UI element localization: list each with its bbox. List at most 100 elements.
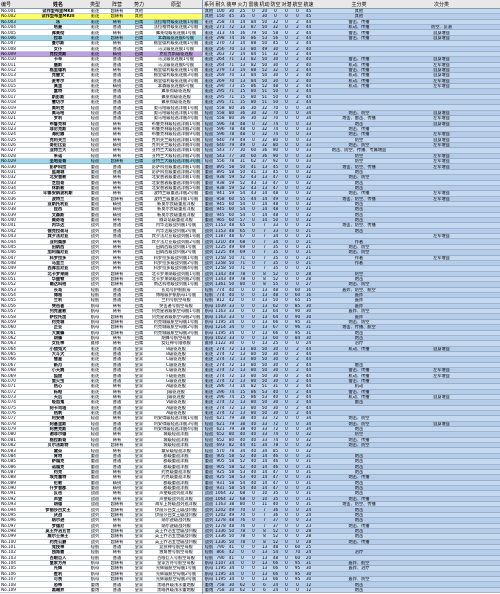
table-row[interactable]: 重巡 931 58 54 40 14 47 0 0 31 炮击 — [203, 480, 500, 486]
table-row[interactable]: No.091 反击 战巡 稀有 皇家 声望级战列巡洋舰 — [0, 491, 202, 497]
table-row[interactable]: 轻巡 640 79 49 0 32 80 0 0 33 炮击、防空 左军增益 — [203, 142, 500, 149]
table-row[interactable]: No.026 哥伦比亚 轻巡 精锐 白鹰 克利夫兰级轻巡洋舰4号舰 — [0, 142, 202, 149]
table-row[interactable]: 战列 1210 49 68 0 7 34 0 0 21 作者 — [203, 239, 500, 245]
table-row[interactable]: 战列 1361 50 80 0 8 55 0 0 27 炮击、防空 — [203, 282, 500, 288]
table-row[interactable]: 战列 1258 50 71 0 7 35 0 0 21 作者 左军增益 — [203, 255, 500, 261]
table-row[interactable]: No.004 哈曼 驱逐 普通 白鹰 法拉格特级驱逐舰2号舰 — [0, 25, 202, 31]
table-row[interactable]: No.064 小猎兔犬 驱逐 普通 皇家 B级驱逐舰 — [0, 346, 202, 352]
table-row[interactable]: 轻巡 596 78 48 0 32 74 0 0 33 炮击 自身增益 — [203, 121, 500, 127]
table-row[interactable]: 轻巡 652 80 40 40 33 74 0 0 32 炮击、传播 — [203, 437, 500, 444]
table-row[interactable]: No.033 芝加哥 重巡 稀有 白鹰 北安普敦级重巡洋舰4号舰 — [0, 180, 202, 186]
table-row[interactable]: 战列 1202 49 70 0 7 36 0 0 24 炮击 — [203, 507, 500, 513]
table-row[interactable]: 重巡 938 59 52 43 13 47 0 0 32 炮击 — [203, 185, 500, 192]
table-row[interactable]: 驱逐 258 74 14 84 50 32 0 2 44 雷击、传播 — [203, 19, 500, 26]
table-row[interactable]: 战列 1336 50 78 0 8 52 0 0 28 炮击、传播 — [203, 539, 500, 545]
table-row[interactable]: 重巡 931 58 54 40 14 47 0 0 31 炮击 — [203, 485, 500, 492]
table-row[interactable]: No.077 利安得 轻巡 稀有 皇家 利安得级轻巡洋舰1号舰 — [0, 416, 202, 422]
table-row[interactable]: 轻巡 621 79 38 40 33 72 0 0 34 炮击 — [203, 427, 500, 433]
table-row[interactable]: No.050 北卡罗来纳 战列 超稀有 白鹰 北卡罗来纳级战列舰1号舰 — [0, 271, 202, 277]
table-row[interactable]: No.021 罗利 轻巡 普通 白鹰 奥马哈级轻巡洋舰4号舰 — [0, 116, 202, 122]
table-row[interactable]: No.048 马里兰 战列 稀有 白鹰 科罗拉多级战列舰2号舰 — [0, 260, 202, 267]
table-row[interactable]: 驱逐 290 73 15 86 52 48 0 2 44 机动、传播 左军增益 — [203, 84, 500, 90]
table-row[interactable]: No.023 菲尼克斯 轻巡 稀有 白鹰 布鲁克林级轻巡洋舰2号舰 — [0, 126, 202, 133]
table-row[interactable]: 重巡 905 58 52 40 14 46 0 0 31 炮击 — [203, 453, 500, 460]
table-row[interactable]: No.035 印第安纳波利斯 重巡 稀有 白鹰 波特兰级重巡洋舰2号舰 — [0, 191, 202, 197]
table-row[interactable]: No.005 弗莱彻 驱逐 稀有 白鹰 弗莱彻级驱逐舰1号舰 — [0, 30, 202, 36]
table-row[interactable]: 航母 1195 34 0 0 13 66 0 95 31 炮击 — [203, 330, 500, 336]
header-origin[interactable]: 原型 — [170, 1, 181, 8]
table-row[interactable]: No.018 撒切尔 驱逐 普通 白鹰 弗莱彻级驱逐舰 — [0, 100, 202, 106]
table-row[interactable]: 重巡 925 58 53 40 14 47 0 0 31 炮击 — [203, 469, 500, 476]
table-row[interactable]: 航母 1107 34 0 0 13 66 0 95 31 轰炸、航空 — [203, 561, 500, 567]
table-row[interactable]: 重巡 905 58 52 40 14 46 0 0 31 炮击 — [203, 459, 500, 465]
table-row[interactable]: No.069 狐提 驱逐 普通 皇家 F级驱逐舰 — [0, 373, 202, 379]
table-row[interactable]: 轻巡 693 82 44 41 34 78 0 0 32 炮击、防空 — [203, 443, 500, 449]
table-row[interactable]: No.098 英王乔治五世 战列 超稀有 皇家 英王乔治五世级战列舰 — [0, 528, 202, 535]
table-row[interactable]: 轻巡 596 78 48 0 32 74 0 0 33 炮击、传播 左军增益 — [203, 132, 500, 138]
table-row[interactable]: 战列 1343 49 78 0 8 52 0 0 28 炮击 — [203, 276, 500, 283]
table-row[interactable]: 轻巡 640 79 49 0 32 80 0 0 33 防空 自身增益 — [203, 137, 500, 143]
table-row[interactable]: 重巡 945 60 54 0 14 48 0 0 32 炮击 — [203, 212, 500, 219]
table-row[interactable]: 重炮 758 30 62 0 6 24 0 0 12 炮击 — [203, 587, 500, 594]
table-row[interactable]: No.011 唐斯 驱逐 普通 白鹰 马汉级驱逐舰6号舰 — [0, 62, 202, 68]
table-row[interactable]: No.003 冰驱逐 稀有 白鹰 法拉格特级驱逐舰1号舰 — [0, 19, 202, 26]
table-row[interactable]: No.008 女仆 驱逐 普通 白鹰 马汉级驱逐舰1号舰 — [0, 46, 202, 52]
table-row[interactable]: 驱逐 274 72 13 80 50 30 0 2 44 — [203, 410, 500, 417]
table-row[interactable]: 其他 100 30 25 0 20 0 0 0 45 其他 — [203, 9, 500, 15]
header-faction[interactable]: 势力 — [133, 1, 144, 8]
table-row[interactable]: 航母 1195 34 0 0 13 66 0 95 31 炮击、防空 — [203, 319, 500, 326]
table-row[interactable]: No.030 彭萨科拉 重巡 普通 白鹰 彭萨科拉级重巡洋舰1号舰 — [0, 164, 202, 170]
table-row[interactable]: No.105 光辉 航母 超稀有 皇家 光辉级航空母舰1号舰 — [0, 566, 202, 572]
table-row[interactable]: No.063 女灶神 维修 稀有 白鹰 女灶神号维修舰 — [0, 341, 202, 347]
table-row[interactable]: 重巡 941 59 54 43 14 48 0 0 32 炮击、传播 左军增益 — [203, 191, 500, 197]
table-row[interactable]: 驱逐 296 74 15 86 53 40 0 2 44 雷击、传播 — [203, 389, 500, 395]
table-row[interactable]: No.067 新月 驱逐 普通 皇家 C级驱逐舰 — [0, 362, 202, 369]
table-row[interactable]: No.093 胡德 战巡 超稀有 皇家 海军上将级战列巡洋舰 — [0, 502, 202, 508]
table-row[interactable]: 驱逐 274 72 13 80 50 30 0 2 44 机动、传播 左军增益 — [203, 373, 500, 379]
table-row[interactable]: 重巡 895 58 50 41 13 45 0 0 32 炮击 — [203, 169, 500, 176]
table-row[interactable]: 战列 1258 50 71 0 7 35 0 0 21 — [203, 266, 500, 272]
table-row[interactable]: No.066 彗星 驱逐 普通 皇家 C级驱逐舰 — [0, 357, 202, 363]
table-row[interactable]: No.106 胜利 航母 超稀有 皇家 光辉级航空母舰2号舰 — [0, 571, 202, 578]
table-row[interactable]: 轻航 774 40 0 0 13 48 0 60 16 轰炸、防空、航空 — [203, 287, 500, 294]
table-row[interactable]: No.096 纳尔逊 战列 稀有 皇家 纳尔逊级战列舰 — [0, 518, 202, 524]
table-row[interactable]: No.025 克利夫兰 轻巡 稀有 白鹰 克利夫兰级轻巡洋舰1号舰 — [0, 137, 202, 143]
table-row[interactable]: No.087 约克 重巡 稀有 皇家 约克级重巡洋舰 — [0, 469, 202, 476]
table-row[interactable]: 驱逐 313 74 16 79 50 58 0 2 44 雷击、传播 自身增益 — [203, 30, 500, 36]
table-row[interactable]: 驱逐 271 72 13 87 50 32 0 2 44 机动、传播 防空、反潜 — [203, 25, 500, 31]
header-armor[interactable]: 装甲 — [226, 1, 237, 8]
table-row[interactable]: No.070 萤火虫 驱逐 普通 皇家 G级驱逐舰 — [0, 378, 202, 385]
table-row[interactable]: 轻巡 570 78 34 40 34 85 0 0 32 — [203, 448, 500, 454]
header-id[interactable]: 编号 — [1, 1, 12, 8]
table-row[interactable]: 轻巡 543 77 30 60 36 90 0 0 33 防空 左军增益 — [203, 153, 500, 160]
table-row[interactable]: No.017 斯彭斯 驱逐 普通 白鹰 弗莱彻级驱逐舰 — [0, 94, 202, 101]
table-row[interactable]: 轻巡 621 79 38 40 33 72 0 0 34 炮击、防空 — [203, 416, 500, 422]
table-row[interactable]: No.053 长岛 轻航 普通 白鹰 长岛号护航航母 — [0, 287, 202, 294]
table-row[interactable]: 驱逐 269 70 13 84 50 30 0 2 40 机动、传播 左军增益 — [203, 78, 500, 85]
table-row[interactable]: 驱逐 274 72 13 80 50 30 0 2 44 雷击 — [203, 400, 500, 406]
table-row[interactable]: No.102 独角兽 轻航 稀有 皇家 独角兽号航空母舰 — [0, 550, 202, 556]
table-row[interactable]: No.085 萨福克 重巡 普通 皇家 郡级重巡洋舰 — [0, 459, 202, 465]
table-row[interactable]: 重巡 938 59 52 43 13 47 0 0 32 炮击、防空 — [203, 175, 500, 181]
table-row[interactable]: No.016 富特 驱逐 普通 白鹰 弗莱彻级驱逐舰 — [0, 89, 202, 95]
table-row[interactable]: No.031 盐湖城 重巡 普通 白鹰 彭萨科拉级重巡洋舰2号舰 — [0, 169, 202, 176]
table-row[interactable]: No.055 兰利 轻航 普通 白鹰 兰利号航空母舰 — [0, 298, 202, 304]
table-row[interactable]: No.068 小天鹅 驱逐 普通 皇家 C级驱逐舰 — [0, 368, 202, 374]
table-row[interactable]: 航母 1195 34 0 0 13 66 0 95 30 轰炸、防空 — [203, 577, 500, 583]
table-row[interactable]: No.092 声望 战巡 稀有 皇家 声望级战列巡洋舰 — [0, 496, 202, 503]
table-row[interactable]: No.041 内华达 战列 普通 白鹰 内华达级战列舰1号舰 — [0, 223, 202, 229]
table-row[interactable]: 战列 1278 48 76 0 7 37 0 0 23 炮击 — [203, 518, 500, 524]
table-row[interactable]: 战列 1202 49 70 0 7 36 0 0 24 炮击 — [203, 512, 500, 519]
table-row[interactable]: No.086 诺福克 重巡 普通 皇家 郡级重巡洋舰 — [0, 464, 202, 470]
table-row[interactable]: 战列 1258 50 71 0 7 35 0 0 21 作者 — [203, 260, 500, 267]
table-row[interactable]: No.032 北安普敦 重巡 稀有 白鹰 北安普敦级重巡洋舰1号舰 — [0, 175, 202, 181]
table-row[interactable]: 驱逐 274 72 13 80 50 30 0 2 44 机动、传播 自身增益 — [203, 346, 500, 352]
table-row[interactable]: 驱逐 274 72 13 80 50 30 0 2 44 雷击 — [203, 362, 500, 369]
table-row[interactable]: No.095 厌战 战列 超稀有 皇家 伊丽莎白女王级战列舰 — [0, 512, 202, 519]
table-row[interactable]: 航母 1195 34 0 0 13 66 0 95 30 — [203, 571, 500, 578]
table-row[interactable]: No.006 拉菲 驱逐 超稀有 白鹰 本森级驱逐舰6号舰 — [0, 35, 202, 42]
header-series[interactable]: 系列 — [203, 1, 214, 8]
table-row[interactable]: No.049 西弗吉尼亚 战列 稀有 白鹰 科罗拉多级战列舰4号舰 — [0, 266, 202, 272]
table-row[interactable]: No.036 波特兰 重巡 超稀有 白鹰 波特兰级重巡洋舰1号舰 — [0, 196, 202, 202]
table-row[interactable]: 重巡 938 59 52 43 13 47 0 0 32 炮击 — [203, 180, 500, 186]
